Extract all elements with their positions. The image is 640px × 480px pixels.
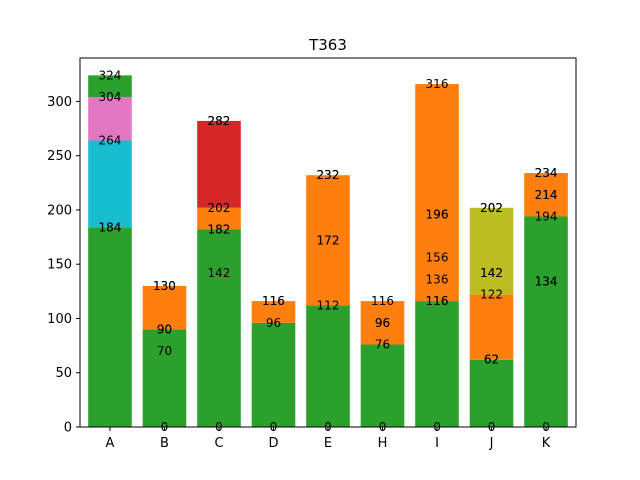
data-label-I-0: 316 [426,77,449,91]
x-tick-label-K: K [542,436,551,451]
data-label-I-3: 156 [426,251,449,265]
data-label-C-2: 202 [208,201,231,215]
data-label-A-2: 264 [99,133,122,147]
bar-C-segment-1 [197,207,241,230]
x-tick-label-E: E [324,436,332,451]
y-tick-label-300: 300 [47,95,72,110]
data-label-J-4: 122 [480,288,503,302]
bar-C-segment-2 [197,120,241,208]
x-tick-label-C: C [214,436,223,451]
data-label-J-3: 142 [480,266,503,280]
y-tick-label-100: 100 [47,312,72,327]
data-label-K-3: 214 [535,188,558,202]
data-label-H-3: 76 [375,338,390,352]
data-label-E-4: 112 [317,298,340,312]
bar-D-segment-0 [251,322,296,427]
data-label-K-0: 234 [535,166,558,180]
data-label-A-0: 324 [99,68,122,82]
bar-C-segment-0 [197,229,241,427]
data-label-H-1: 96 [375,316,390,330]
data-label-A-3: 184 [99,220,122,234]
bar-J-segment-2 [469,207,514,295]
data-label-B-0: 130 [153,279,176,293]
x-tick-label-J: J [489,436,494,451]
data-label-J-0: 202 [480,201,503,215]
data-label-I-5: 116 [426,294,449,308]
bar-H-segment-1 [360,301,405,345]
bar-K-segment-1 [524,173,568,217]
x-tick-label-I: I [435,436,439,451]
data-label-C-0: 282 [208,114,231,128]
data-label-E-3: 172 [317,233,340,247]
x-tick-label-A: A [106,436,115,451]
data-label-K-2: 214 [535,188,558,202]
data-label-A-4: 184 [99,220,122,234]
y-tick-label-0: 0 [64,421,72,436]
data-label-J-2: 142 [480,266,503,280]
y-tick-label-50: 50 [55,366,72,381]
data-label-J-6: 62 [484,353,499,367]
data-label-B-1: 130 [153,279,176,293]
data-labels-group: 3243042641841841301309090700282282202182… [99,68,558,434]
data-label-J-5: 62 [484,353,499,367]
x-tick-label-D: D [268,436,278,451]
bar-A-segment-0 [88,227,132,427]
bars-group [88,75,568,427]
x-tick-label-H: H [378,436,388,451]
data-label-C-3: 182 [208,222,231,236]
data-label-H-0: 116 [371,294,394,308]
bar-A-segment-2 [88,97,132,141]
bar-A-segment-1 [88,140,132,228]
data-label-B-2: 90 [157,322,172,336]
data-label-H-2: 96 [375,316,390,330]
data-label-B-4: 70 [157,344,172,358]
data-label-I-6: 116 [426,294,449,308]
bar-I-segment-0 [415,301,459,427]
y-tick-label-150: 150 [47,258,72,273]
data-label-D-2: 96 [266,316,281,330]
bar-B-segment-1 [142,285,187,330]
data-label-K-1: 234 [535,166,558,180]
bar-J-segment-1 [469,294,514,360]
bar-D-segment-1 [251,301,296,323]
data-label-I-4: 136 [426,272,449,286]
y-tick-label-200: 200 [47,203,72,218]
data-label-A-1: 304 [99,90,122,104]
bar-B-segment-0 [142,329,187,427]
data-label-E-0: 232 [317,168,340,182]
bar-H-segment-0 [360,344,405,427]
bar-K-segment-0 [524,216,568,427]
data-label-K-5: 134 [535,275,558,289]
bar-A-segment-3 [88,75,132,98]
data-label-I-1: 196 [426,207,449,221]
data-label-D-0: 116 [262,294,285,308]
data-label-K-6: 134 [535,275,558,289]
data-label-C-5: 142 [208,266,231,280]
data-label-I-2: 196 [426,207,449,221]
x-tick-label-B: B [160,436,169,451]
bar-E-segment-1 [306,175,350,306]
data-label-B-3: 90 [157,322,172,336]
chart-title: T363 [308,36,347,54]
data-label-E-2: 172 [317,233,340,247]
y-tick-label-250: 250 [47,149,72,164]
axes-group: 0 50 100 150 200 250 300 A B C D E H I J K [47,57,577,451]
bar-E-segment-0 [306,305,350,427]
bar-I-segment-1 [415,84,459,302]
data-label-K-4: 194 [535,209,558,223]
data-label-C-1: 282 [208,114,231,128]
data-label-E-1: 232 [317,168,340,182]
data-label-C-4: 182 [208,222,231,236]
bar-J-segment-0 [469,359,514,427]
data-label-D-1: 116 [262,294,285,308]
data-label-J-1: 202 [480,201,503,215]
